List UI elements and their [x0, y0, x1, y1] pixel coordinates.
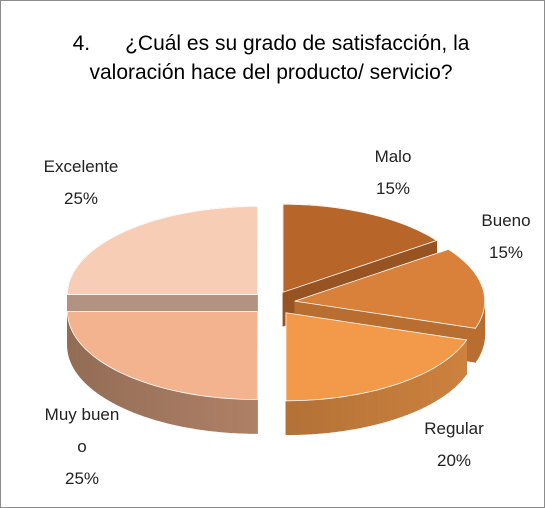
slice-side — [129, 376, 136, 414]
slice-side — [316, 398, 324, 434]
pie-slice — [67, 206, 258, 295]
slice-label: Excelente 25% — [43, 151, 119, 215]
slice-side — [82, 345, 86, 384]
slice-side — [139, 380, 146, 417]
slice-side — [144, 381, 151, 419]
slice-side — [335, 396, 342, 433]
pie-slice — [294, 248, 486, 329]
slice-side — [416, 374, 422, 412]
slice-side — [451, 352, 455, 391]
slice-side — [298, 400, 306, 435]
slice-side — [402, 379, 408, 417]
chart-title: 4. ¿Cuál es su grado de satisfacción, la… — [72, 32, 476, 84]
slice-side — [149, 383, 156, 421]
slice-side — [90, 353, 95, 392]
slice-side — [200, 395, 208, 431]
slice-side — [291, 400, 299, 436]
slice-side — [353, 393, 360, 430]
slice-side — [304, 399, 312, 435]
slice-side — [475, 324, 478, 364]
slice-side — [454, 350, 458, 389]
slice-side — [359, 392, 366, 429]
slice-side — [310, 399, 318, 435]
slice-side — [381, 386, 388, 424]
slice-side — [341, 395, 348, 432]
value-label: 25% — [64, 469, 100, 488]
slice-side — [79, 342, 83, 381]
slice-side — [177, 391, 184, 427]
slice-label: Regular 20% — [399, 413, 509, 477]
slice-side — [125, 374, 131, 412]
slice-side — [154, 385, 161, 422]
slice-side — [285, 400, 293, 436]
slice-side — [171, 389, 178, 426]
slice-label: Muy bueno 25% — [41, 399, 123, 495]
slice-side — [376, 388, 383, 425]
slice-side — [96, 358, 102, 396]
slice-side — [244, 399, 252, 434]
slice-side — [225, 398, 233, 434]
slice-side — [437, 362, 442, 401]
category-label: Malo — [374, 147, 412, 166]
slice-side — [429, 367, 435, 405]
slice-label: Malo 15% — [353, 141, 433, 205]
slice-side — [238, 398, 246, 434]
slice-side — [392, 383, 398, 421]
category-label: Regular — [424, 419, 484, 438]
slice-side — [433, 365, 439, 403]
slice-side — [104, 363, 109, 401]
slice-side — [100, 360, 105, 399]
slice-side — [134, 378, 140, 416]
slice-side — [323, 398, 330, 434]
slice-side — [108, 365, 113, 403]
value-label: 20% — [436, 451, 472, 470]
slice-side — [84, 347, 89, 386]
slice-side — [93, 355, 98, 394]
slice-side — [165, 388, 173, 425]
slice-side — [441, 360, 446, 398]
slice-side — [213, 396, 220, 433]
slice-side — [77, 339, 81, 379]
slice-side — [464, 339, 467, 378]
slice-side — [370, 389, 377, 426]
category-label: Muy bueno — [44, 405, 120, 456]
slice-label: Bueno 15% — [456, 205, 544, 269]
slice-side — [448, 355, 452, 394]
slice-side — [425, 369, 431, 407]
slice-side — [444, 357, 449, 396]
value-label: 15% — [375, 179, 411, 198]
category-label: Excelente — [43, 157, 119, 176]
pie-slice — [67, 311, 258, 400]
slice-side — [411, 376, 418, 413]
slice-side — [386, 385, 393, 422]
slice-side — [347, 394, 354, 431]
slice-side — [364, 391, 372, 428]
value-label: 25% — [63, 189, 99, 208]
slice-side — [87, 350, 92, 389]
slice-side — [407, 378, 413, 415]
value-label: 15% — [488, 243, 524, 262]
category-label: Bueno — [481, 211, 531, 230]
slice-side — [462, 341, 465, 381]
slice-side — [188, 393, 196, 430]
slice-side — [421, 371, 427, 409]
slice-side — [457, 347, 461, 386]
slice-side — [182, 392, 190, 429]
slice-side — [206, 396, 214, 432]
slice-side — [329, 397, 336, 433]
pie-slice — [285, 312, 468, 402]
slice-side — [219, 397, 227, 433]
slice-side — [160, 386, 167, 424]
slice-side — [194, 394, 202, 430]
slice-side — [459, 344, 463, 383]
slice-side — [250, 399, 258, 434]
slice-side — [231, 398, 239, 434]
pie-slice — [282, 203, 438, 293]
